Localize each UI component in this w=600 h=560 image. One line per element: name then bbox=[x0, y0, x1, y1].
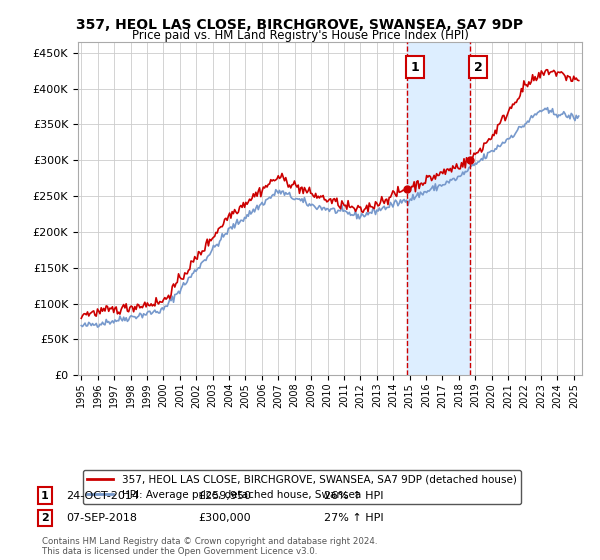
Legend: 357, HEOL LAS CLOSE, BIRCHGROVE, SWANSEA, SA7 9DP (detached house), HPI: Average: 357, HEOL LAS CLOSE, BIRCHGROVE, SWANSEA… bbox=[83, 470, 521, 504]
Text: 27% ↑ HPI: 27% ↑ HPI bbox=[324, 513, 383, 523]
Text: 1: 1 bbox=[410, 60, 419, 73]
Text: £259,950: £259,950 bbox=[198, 491, 251, 501]
Text: 2: 2 bbox=[41, 513, 49, 523]
Text: Price paid vs. HM Land Registry's House Price Index (HPI): Price paid vs. HM Land Registry's House … bbox=[131, 29, 469, 42]
Bar bbox=[407, 42, 470, 375]
Text: £300,000: £300,000 bbox=[198, 513, 251, 523]
Text: 1: 1 bbox=[41, 491, 49, 501]
Text: 2: 2 bbox=[474, 60, 482, 73]
Text: 26% ↑ HPI: 26% ↑ HPI bbox=[324, 491, 383, 501]
Text: 24-OCT-2014: 24-OCT-2014 bbox=[66, 491, 139, 501]
Text: 07-SEP-2018: 07-SEP-2018 bbox=[66, 513, 137, 523]
Text: This data is licensed under the Open Government Licence v3.0.: This data is licensed under the Open Gov… bbox=[42, 548, 317, 557]
Text: Contains HM Land Registry data © Crown copyright and database right 2024.: Contains HM Land Registry data © Crown c… bbox=[42, 538, 377, 547]
Text: 357, HEOL LAS CLOSE, BIRCHGROVE, SWANSEA, SA7 9DP: 357, HEOL LAS CLOSE, BIRCHGROVE, SWANSEA… bbox=[76, 18, 524, 32]
